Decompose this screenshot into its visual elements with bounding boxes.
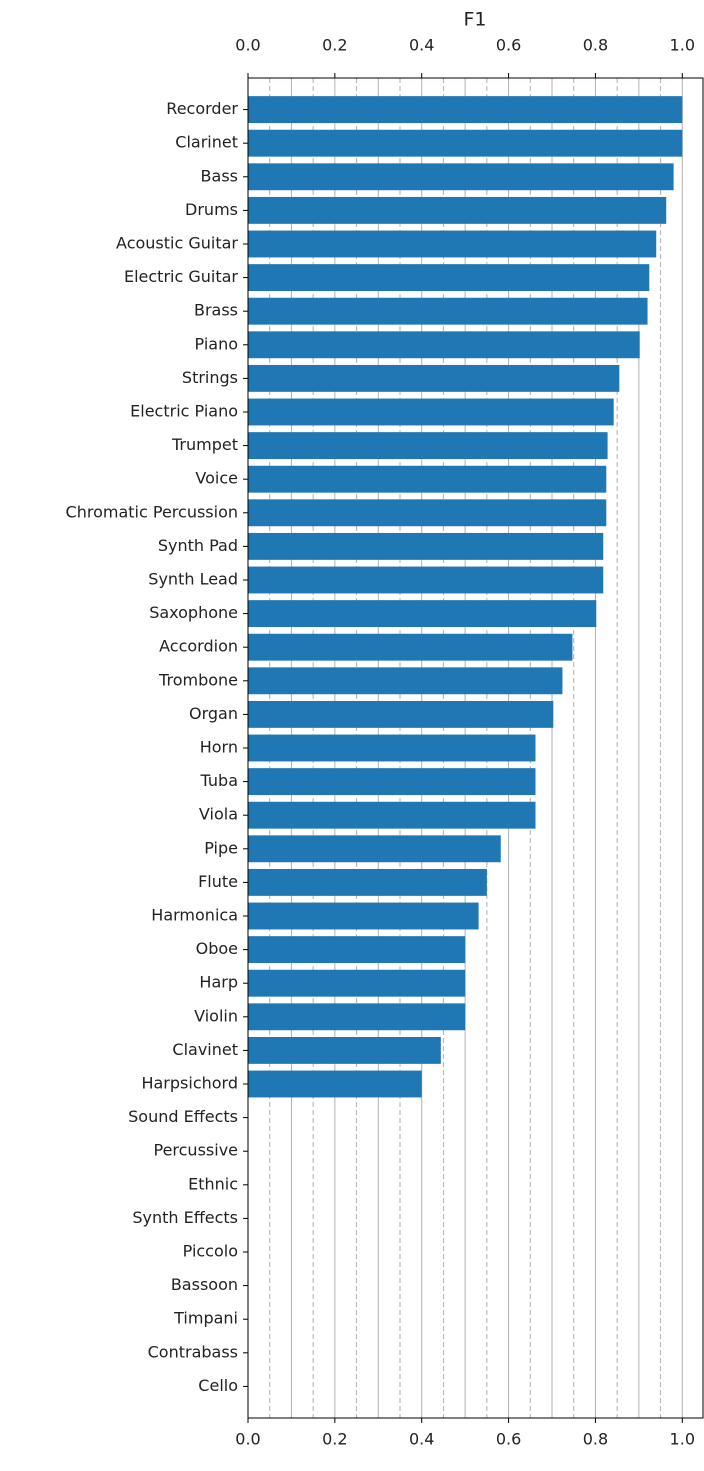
y-tick-label: Bassoon	[171, 1275, 238, 1294]
bar	[248, 264, 650, 292]
y-tick-label: Acoustic Guitar	[116, 233, 238, 252]
bar	[248, 969, 466, 997]
y-tick-label: Chromatic Percussion	[66, 502, 238, 521]
y-tick-label: Synth Pad	[158, 536, 238, 555]
bar	[248, 163, 674, 191]
bar	[248, 465, 607, 493]
bar	[248, 768, 536, 796]
x-tick-label-top: 0.2	[322, 36, 347, 55]
y-tick-label: Trombone	[158, 670, 238, 689]
x-tick-label-top: 0.6	[496, 36, 521, 55]
bar	[248, 1070, 422, 1098]
bar	[248, 835, 501, 863]
x-tick-label-bottom: 0.4	[409, 1430, 434, 1449]
bar	[248, 196, 667, 224]
bar	[248, 297, 648, 325]
y-tick-label: Brass	[194, 301, 238, 320]
bar	[248, 902, 479, 930]
y-tick-label: Clavinet	[172, 1040, 238, 1059]
bar	[248, 868, 487, 896]
bar	[248, 667, 563, 695]
y-tick-label: Harpsichord	[141, 1074, 238, 1093]
y-tick-label: Viola	[199, 805, 238, 824]
y-tick-label: Synth Effects	[132, 1208, 238, 1227]
bar	[248, 734, 536, 762]
y-tick-label: Cello	[198, 1376, 238, 1395]
bar	[248, 566, 604, 594]
y-tick-label: Clarinet	[175, 133, 238, 152]
x-tick-label-bottom: 0.8	[583, 1430, 608, 1449]
y-tick-label: Ethnic	[188, 1174, 238, 1193]
x-tick-label-top: 1.0	[670, 36, 695, 55]
bar	[248, 331, 640, 359]
y-tick-label: Flute	[198, 872, 238, 891]
y-tick-label: Strings	[182, 368, 238, 387]
bar	[248, 499, 607, 527]
y-tick-label: Organ	[189, 704, 238, 723]
y-tick-label: Tuba	[200, 771, 238, 790]
y-tick-label: Recorder	[166, 99, 238, 118]
y-tick-label: Harmonica	[151, 906, 238, 925]
y-tick-label: Accordion	[159, 637, 238, 656]
bar	[248, 398, 614, 426]
y-tick-label: Horn	[200, 738, 238, 757]
bar	[248, 600, 597, 628]
bar	[248, 633, 573, 661]
y-tick-label: Sound Effects	[128, 1107, 238, 1126]
y-tick-label: Timpani	[173, 1309, 238, 1328]
plot-frame	[247, 77, 704, 1419]
y-tick-label: Trumpet	[171, 435, 238, 454]
x-tick-label-top: 0.8	[583, 36, 608, 55]
x-tick-label-bottom: 0.0	[235, 1430, 260, 1449]
bar	[248, 700, 554, 728]
x-tick-label-bottom: 0.2	[322, 1430, 347, 1449]
bar	[248, 801, 536, 829]
y-tick-label: Drums	[185, 200, 238, 219]
y-tick-label: Synth Lead	[148, 569, 238, 588]
y-tick-label: Bass	[201, 166, 238, 185]
bar	[248, 129, 683, 157]
x-tick-label-top: 0.0	[235, 36, 260, 55]
bar	[248, 230, 657, 258]
bar	[248, 432, 608, 460]
y-tick-label: Percussive	[153, 1141, 238, 1160]
chart-title: F1	[463, 9, 486, 31]
x-tick-label-bottom: 1.0	[670, 1430, 695, 1449]
y-tick-label: Saxophone	[149, 603, 238, 622]
bar	[248, 96, 683, 124]
bar	[248, 1003, 466, 1031]
y-tick-label: Violin	[194, 1006, 238, 1025]
x-tick-label-top: 0.4	[409, 36, 434, 55]
bar	[248, 1036, 441, 1064]
y-tick-label: Electric Piano	[130, 401, 238, 420]
bar	[248, 936, 466, 964]
y-tick-label: Oboe	[196, 939, 238, 958]
y-tick-label: Piccolo	[183, 1242, 238, 1261]
y-tick-label: Contrabass	[148, 1342, 238, 1361]
y-tick-label: Harp	[199, 973, 238, 992]
bar	[248, 364, 620, 392]
y-tick-label: Piano	[195, 334, 238, 353]
bar	[248, 532, 604, 560]
y-tick-label: Voice	[195, 469, 238, 488]
x-tick-label-bottom: 0.6	[496, 1430, 521, 1449]
y-tick-label: Electric Guitar	[124, 267, 238, 286]
y-tick-label: Pipe	[204, 838, 238, 857]
